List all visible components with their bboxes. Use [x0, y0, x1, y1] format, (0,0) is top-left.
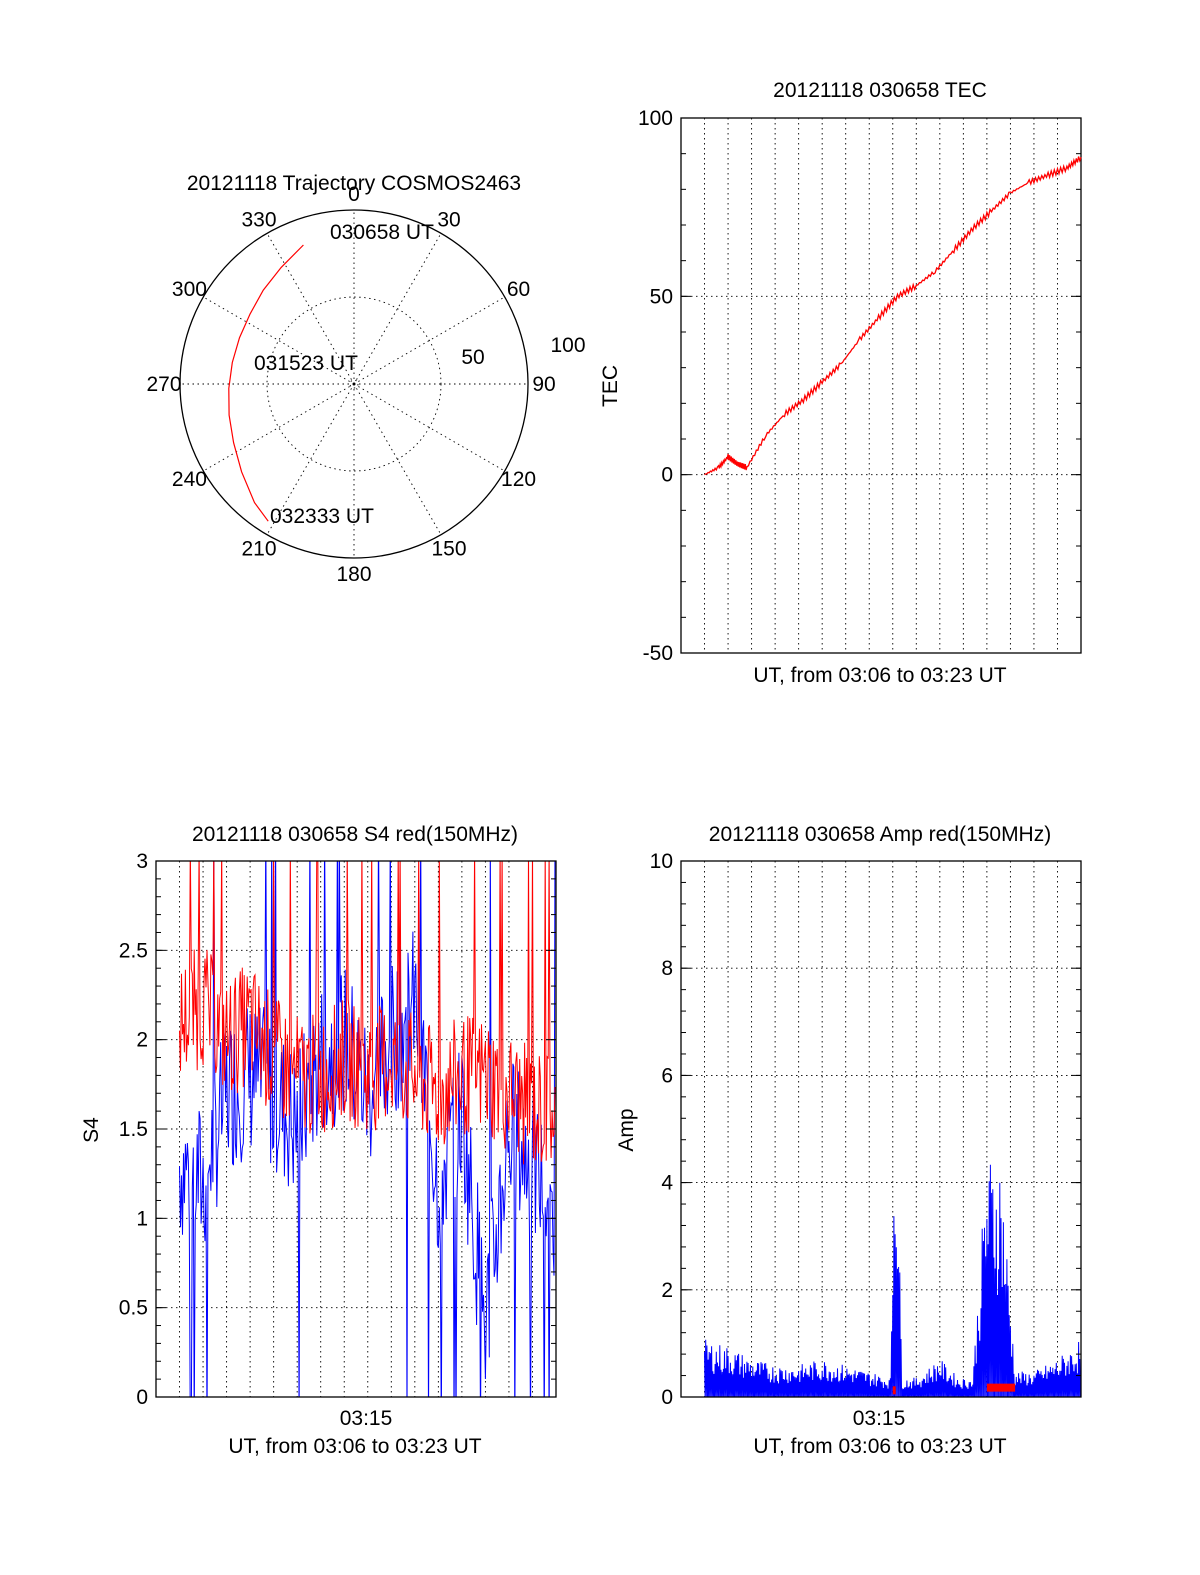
amp-y-tick-label: 6: [661, 1064, 673, 1087]
s4-panel: 20121118 030658 S4 red(150MHz) 3 2.5 2 1.5 1…: [80, 823, 557, 1458]
polar-angle-label: 30: [437, 208, 460, 231]
amp-series-red-mark: [892, 1386, 896, 1395]
amp-y-tick-label: 8: [661, 957, 673, 980]
polar-grid-ring: [349, 379, 359, 389]
s4-y-tick-label: 0.5: [119, 1297, 148, 1320]
s4-series-group: [179, 861, 556, 1397]
polar-angle-label: 90: [532, 373, 555, 396]
polar-angle-label: 330: [241, 208, 276, 231]
polar-angle-label: 270: [146, 373, 181, 396]
amp-series-blue: [704, 1164, 1081, 1398]
amp-title: 20121118 030658 Amp red(150MHz): [709, 823, 1051, 846]
amp-y-ticks: 10 8 6 4 2 0: [650, 850, 1081, 1409]
amp-grid: [681, 861, 1082, 1397]
tec-x-axis-label: UT, from 03:06 to 03:23 UT: [753, 664, 1006, 687]
polar-grid-spoke: [353, 233, 442, 385]
tec-plot-frame: [680, 117, 1082, 654]
polar-grid-spoke: [353, 383, 442, 535]
polar-angle-label: 210: [241, 538, 276, 561]
amp-y-tick-label: 2: [661, 1279, 673, 1302]
s4-y-tick-label: 0: [136, 1386, 148, 1409]
amp-plot-frame: [680, 860, 1082, 1398]
s4-x-axis-label: UT, from 03:06 to 03:23 UT: [228, 1435, 481, 1458]
amp-x-tick-label: 03:15: [853, 1407, 906, 1430]
tec-y-tick-label: 0: [661, 464, 673, 487]
polar-angle-label: 120: [501, 468, 536, 491]
polar-angle-labels: 0 30 60 90 120 150 180 210 240 270 300 330: [146, 183, 555, 586]
tec-y-tick-label: 50: [650, 285, 673, 308]
polar-angle-label: 0: [348, 183, 360, 206]
s4-y-tick-label: 1: [136, 1207, 148, 1230]
s4-y-tick-label: 3: [136, 850, 148, 873]
polar-radial-label-50: 50: [461, 346, 484, 369]
amp-y-tick-label: 4: [661, 1172, 673, 1195]
amp-series-red-mark: [986, 1383, 1016, 1392]
polar-angle-label: 150: [431, 538, 466, 561]
polar-radial-label-100: 100: [550, 334, 585, 357]
amp-y-tick-label: 0: [661, 1386, 673, 1409]
polar-angle-label: 60: [507, 278, 530, 301]
polar-annotation-start: 030658 UT: [330, 221, 434, 244]
polar-angle-label: 240: [172, 468, 207, 491]
tec-panel: 20121118 030658 TEC 100 50 0 -50 TEC UT, fr…: [599, 79, 1082, 687]
tec-y-ticks: 100 50 0 -50: [638, 107, 1081, 665]
tec-title: 20121118 030658 TEC: [773, 79, 987, 102]
tec-grid: [681, 118, 1082, 653]
amp-x-axis-label: UT, from 03:06 to 03:23 UT: [753, 1435, 1006, 1458]
polar-angle-label: 300: [172, 278, 207, 301]
polar-annotation-mid: 031523 UT: [254, 352, 358, 375]
s4-y-tick-label: 2.5: [119, 939, 148, 962]
tec-y-tick-label: -50: [643, 642, 673, 665]
polar-grid-ring: [266, 296, 442, 472]
polar-trajectory-line: [228, 244, 304, 522]
amp-panel: 20121118 030658 Amp red(150MHz) 1086420 …: [615, 823, 1082, 1458]
polar-grid-spoke: [203, 383, 355, 472]
amp-series-group: [704, 1164, 1081, 1398]
polar-angle-label: 180: [336, 563, 371, 586]
s4-y-axis-label: S4: [80, 1117, 103, 1143]
s4-y-tick-label: 2: [136, 1029, 148, 1052]
s4-title: 20121118 030658 S4 red(150MHz): [192, 823, 518, 846]
tec-y-tick-label: 100: [638, 107, 673, 130]
s4-grid: [156, 861, 557, 1397]
polar-grid-spoke: [266, 233, 355, 385]
amp-y-axis-label: Amp: [615, 1108, 638, 1151]
s4-y-tick-label: 1.5: [119, 1118, 148, 1141]
polar-panel: 20121118 Trajectory COSMOS2463 0 30 60 90 12…: [146, 172, 585, 586]
amp-y-tick-label: 10: [650, 850, 673, 873]
polar-grid-spoke: [203, 296, 355, 385]
polar-grid-spoke: [353, 383, 505, 472]
polar-annotation-end: 032333 UT: [270, 505, 374, 528]
tec-series-line: [704, 156, 1082, 476]
polar-grid: [180, 210, 528, 558]
s4-x-tick-label: 03:15: [340, 1407, 393, 1430]
tec-y-axis-label: TEC: [599, 365, 622, 407]
polar-grid-spoke: [266, 383, 355, 535]
s4-series-red: [179, 861, 556, 1165]
polar-outer-circle: [179, 209, 529, 559]
polar-title: 20121118 Trajectory COSMOS2463: [187, 172, 521, 195]
s4-y-ticks: 3 2.5 2 1.5 1 0.5 0: [119, 850, 556, 1409]
polar-grid-spoke: [353, 296, 505, 385]
